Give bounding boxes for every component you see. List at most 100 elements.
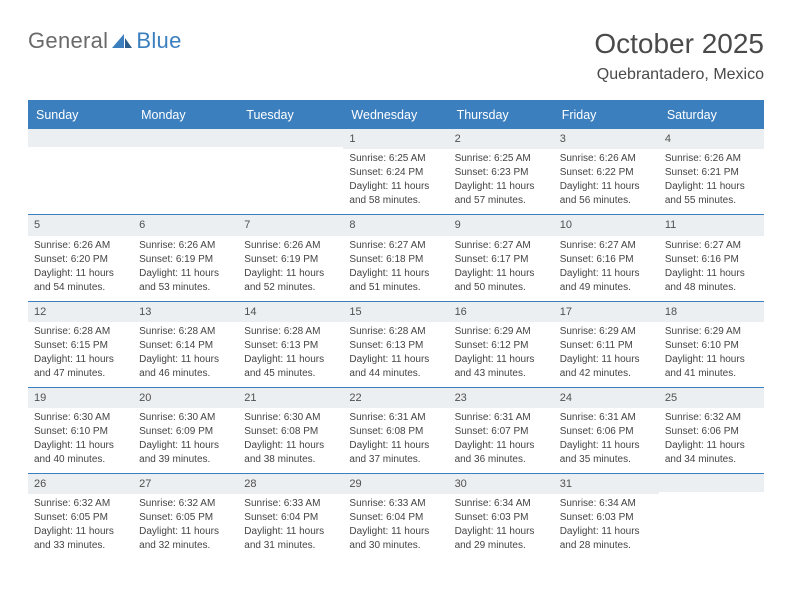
day-number: 19 xyxy=(28,388,133,408)
sunset-text: Sunset: 6:15 PM xyxy=(34,339,127,352)
day-cell: 26Sunrise: 6:32 AMSunset: 6:05 PMDayligh… xyxy=(28,474,133,559)
sunrise-text: Sunrise: 6:27 AM xyxy=(455,239,548,252)
sunset-text: Sunset: 6:16 PM xyxy=(665,253,758,266)
day-cell: 8Sunrise: 6:27 AMSunset: 6:18 PMDaylight… xyxy=(343,215,448,300)
daylight-line1: Daylight: 11 hours xyxy=(244,353,337,366)
daylight-line2: and 34 minutes. xyxy=(665,453,758,466)
day-number: 18 xyxy=(659,302,764,322)
daylight-line2: and 58 minutes. xyxy=(349,194,442,207)
daylight-line2: and 35 minutes. xyxy=(560,453,653,466)
sunrise-text: Sunrise: 6:29 AM xyxy=(455,325,548,338)
daylight-line2: and 47 minutes. xyxy=(34,367,127,380)
sunrise-text: Sunrise: 6:28 AM xyxy=(349,325,442,338)
sunset-text: Sunset: 6:21 PM xyxy=(665,166,758,179)
sunset-text: Sunset: 6:19 PM xyxy=(244,253,337,266)
day-body: Sunrise: 6:32 AMSunset: 6:05 PMDaylight:… xyxy=(28,494,133,559)
day-number: 6 xyxy=(133,215,238,235)
day-number: 14 xyxy=(238,302,343,322)
day-cell: 12Sunrise: 6:28 AMSunset: 6:15 PMDayligh… xyxy=(28,302,133,387)
daylight-line1: Daylight: 11 hours xyxy=(34,353,127,366)
daylight-line1: Daylight: 11 hours xyxy=(349,525,442,538)
sunset-text: Sunset: 6:04 PM xyxy=(349,511,442,524)
day-cell: 24Sunrise: 6:31 AMSunset: 6:06 PMDayligh… xyxy=(554,388,659,473)
day-body: Sunrise: 6:31 AMSunset: 6:07 PMDaylight:… xyxy=(449,408,554,473)
daylight-line2: and 39 minutes. xyxy=(139,453,232,466)
daylight-line2: and 28 minutes. xyxy=(560,539,653,552)
day-cell: 5Sunrise: 6:26 AMSunset: 6:20 PMDaylight… xyxy=(28,215,133,300)
daylight-line1: Daylight: 11 hours xyxy=(139,267,232,280)
day-number: 4 xyxy=(659,129,764,149)
daylight-line2: and 53 minutes. xyxy=(139,281,232,294)
sunrise-text: Sunrise: 6:27 AM xyxy=(665,239,758,252)
day-body: Sunrise: 6:29 AMSunset: 6:10 PMDaylight:… xyxy=(659,322,764,387)
day-cell: 22Sunrise: 6:31 AMSunset: 6:08 PMDayligh… xyxy=(343,388,448,473)
sunset-text: Sunset: 6:03 PM xyxy=(560,511,653,524)
sunset-text: Sunset: 6:11 PM xyxy=(560,339,653,352)
daylight-line1: Daylight: 11 hours xyxy=(34,525,127,538)
sunrise-text: Sunrise: 6:34 AM xyxy=(560,497,653,510)
sunrise-text: Sunrise: 6:28 AM xyxy=(244,325,337,338)
sunset-text: Sunset: 6:08 PM xyxy=(244,425,337,438)
day-cell: 4Sunrise: 6:26 AMSunset: 6:21 PMDaylight… xyxy=(659,129,764,214)
daylight-line1: Daylight: 11 hours xyxy=(349,439,442,452)
sunset-text: Sunset: 6:19 PM xyxy=(139,253,232,266)
day-cell xyxy=(659,474,764,559)
day-cell: 2Sunrise: 6:25 AMSunset: 6:23 PMDaylight… xyxy=(449,129,554,214)
daylight-line1: Daylight: 11 hours xyxy=(244,525,337,538)
daylight-line2: and 51 minutes. xyxy=(349,281,442,294)
sunset-text: Sunset: 6:12 PM xyxy=(455,339,548,352)
sunset-text: Sunset: 6:04 PM xyxy=(244,511,337,524)
sunrise-text: Sunrise: 6:31 AM xyxy=(560,411,653,424)
sunrise-text: Sunrise: 6:30 AM xyxy=(34,411,127,424)
daylight-line1: Daylight: 11 hours xyxy=(665,180,758,193)
day-body: Sunrise: 6:27 AMSunset: 6:16 PMDaylight:… xyxy=(659,236,764,301)
day-cell: 30Sunrise: 6:34 AMSunset: 6:03 PMDayligh… xyxy=(449,474,554,559)
day-body: Sunrise: 6:31 AMSunset: 6:06 PMDaylight:… xyxy=(554,408,659,473)
week-row: 1Sunrise: 6:25 AMSunset: 6:24 PMDaylight… xyxy=(28,128,764,214)
dow-cell: Monday xyxy=(133,102,238,128)
daylight-line1: Daylight: 11 hours xyxy=(560,267,653,280)
daylight-line1: Daylight: 11 hours xyxy=(455,525,548,538)
daylight-line2: and 40 minutes. xyxy=(34,453,127,466)
day-cell xyxy=(28,129,133,214)
daylight-line1: Daylight: 11 hours xyxy=(244,439,337,452)
sunset-text: Sunset: 6:05 PM xyxy=(34,511,127,524)
day-body: Sunrise: 6:33 AMSunset: 6:04 PMDaylight:… xyxy=(343,494,448,559)
sunset-text: Sunset: 6:16 PM xyxy=(560,253,653,266)
sunset-text: Sunset: 6:24 PM xyxy=(349,166,442,179)
day-cell xyxy=(238,129,343,214)
day-body: Sunrise: 6:32 AMSunset: 6:06 PMDaylight:… xyxy=(659,408,764,473)
sunrise-text: Sunrise: 6:30 AM xyxy=(244,411,337,424)
daylight-line1: Daylight: 11 hours xyxy=(665,439,758,452)
day-body: Sunrise: 6:27 AMSunset: 6:18 PMDaylight:… xyxy=(343,236,448,301)
header: General Blue October 2025 Quebrantadero,… xyxy=(28,28,764,84)
day-body: Sunrise: 6:34 AMSunset: 6:03 PMDaylight:… xyxy=(554,494,659,559)
sunset-text: Sunset: 6:09 PM xyxy=(139,425,232,438)
sunset-text: Sunset: 6:20 PM xyxy=(34,253,127,266)
daylight-line2: and 30 minutes. xyxy=(349,539,442,552)
sunrise-text: Sunrise: 6:27 AM xyxy=(349,239,442,252)
week-row: 19Sunrise: 6:30 AMSunset: 6:10 PMDayligh… xyxy=(28,387,764,473)
day-number xyxy=(238,129,343,147)
day-body: Sunrise: 6:28 AMSunset: 6:15 PMDaylight:… xyxy=(28,322,133,387)
day-cell: 10Sunrise: 6:27 AMSunset: 6:16 PMDayligh… xyxy=(554,215,659,300)
day-body: Sunrise: 6:30 AMSunset: 6:10 PMDaylight:… xyxy=(28,408,133,473)
day-number: 20 xyxy=(133,388,238,408)
day-body: Sunrise: 6:30 AMSunset: 6:08 PMDaylight:… xyxy=(238,408,343,473)
day-number: 25 xyxy=(659,388,764,408)
sunrise-text: Sunrise: 6:32 AM xyxy=(34,497,127,510)
sunrise-text: Sunrise: 6:27 AM xyxy=(560,239,653,252)
daylight-line2: and 57 minutes. xyxy=(455,194,548,207)
sunset-text: Sunset: 6:06 PM xyxy=(665,425,758,438)
day-body: Sunrise: 6:26 AMSunset: 6:19 PMDaylight:… xyxy=(238,236,343,301)
day-number xyxy=(659,474,764,492)
sunset-text: Sunset: 6:22 PM xyxy=(560,166,653,179)
day-cell: 6Sunrise: 6:26 AMSunset: 6:19 PMDaylight… xyxy=(133,215,238,300)
day-number: 12 xyxy=(28,302,133,322)
dow-cell: Tuesday xyxy=(238,102,343,128)
day-body: Sunrise: 6:28 AMSunset: 6:13 PMDaylight:… xyxy=(238,322,343,387)
dow-cell: Saturday xyxy=(659,102,764,128)
daylight-line2: and 49 minutes. xyxy=(560,281,653,294)
daylight-line2: and 54 minutes. xyxy=(34,281,127,294)
calendar: SundayMondayTuesdayWednesdayThursdayFrid… xyxy=(28,100,764,559)
